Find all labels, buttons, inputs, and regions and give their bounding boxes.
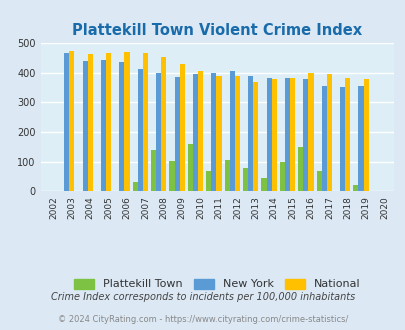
- Bar: [87, 54, 93, 191]
- Bar: [242, 168, 247, 191]
- Bar: [358, 86, 363, 191]
- Bar: [344, 78, 350, 191]
- Bar: [326, 74, 331, 191]
- Bar: [229, 71, 234, 191]
- Bar: [69, 51, 74, 191]
- Bar: [308, 74, 313, 191]
- Bar: [119, 62, 124, 191]
- Bar: [271, 80, 276, 191]
- Bar: [247, 76, 253, 191]
- Bar: [363, 79, 368, 191]
- Bar: [106, 53, 111, 191]
- Bar: [187, 144, 192, 191]
- Bar: [284, 78, 289, 191]
- Bar: [192, 74, 198, 191]
- Text: © 2024 CityRating.com - https://www.cityrating.com/crime-statistics/: © 2024 CityRating.com - https://www.city…: [58, 315, 347, 324]
- Bar: [279, 162, 284, 191]
- Bar: [174, 77, 179, 191]
- Bar: [321, 86, 326, 191]
- Legend: Plattekill Town, New York, National: Plattekill Town, New York, National: [70, 274, 364, 294]
- Bar: [137, 69, 143, 191]
- Bar: [82, 61, 87, 191]
- Bar: [151, 150, 156, 191]
- Bar: [297, 148, 303, 191]
- Bar: [211, 73, 216, 191]
- Bar: [132, 182, 137, 191]
- Bar: [216, 77, 221, 191]
- Title: Plattekill Town Violent Crime Index: Plattekill Town Violent Crime Index: [72, 22, 361, 38]
- Bar: [161, 57, 166, 191]
- Bar: [303, 80, 308, 191]
- Bar: [253, 82, 258, 191]
- Bar: [316, 171, 321, 191]
- Bar: [261, 178, 266, 191]
- Bar: [339, 87, 344, 191]
- Bar: [352, 185, 358, 191]
- Bar: [143, 53, 148, 191]
- Bar: [234, 77, 239, 191]
- Bar: [64, 53, 69, 191]
- Text: Crime Index corresponds to incidents per 100,000 inhabitants: Crime Index corresponds to incidents per…: [51, 292, 354, 302]
- Bar: [179, 64, 184, 191]
- Bar: [224, 160, 229, 191]
- Bar: [101, 59, 106, 191]
- Bar: [156, 73, 161, 191]
- Bar: [289, 78, 294, 191]
- Bar: [169, 161, 174, 191]
- Bar: [266, 78, 271, 191]
- Bar: [124, 52, 129, 191]
- Bar: [206, 171, 211, 191]
- Bar: [198, 71, 203, 191]
